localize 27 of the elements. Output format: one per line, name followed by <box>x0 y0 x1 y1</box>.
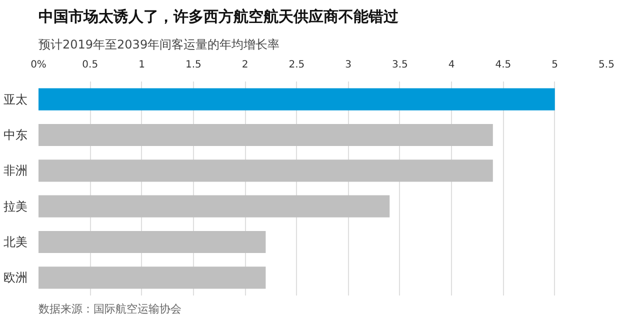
x-tick-label: 4.5 <box>495 60 512 70</box>
chart-title: 中国市场太诱人了，许多西方航空航天供应商不能错过 <box>38 8 400 26</box>
source-note: 数据来源：国际航空运输协会 <box>38 302 182 316</box>
y-tick-label: 亚太 <box>4 92 28 106</box>
x-tick-label: 0.5 <box>82 60 98 70</box>
bar <box>38 88 555 110</box>
x-tick-label: 1.5 <box>185 60 202 70</box>
bar <box>38 124 493 146</box>
x-tick-label: 1 <box>138 60 145 70</box>
x-tick-label: 5 <box>552 60 558 70</box>
x-tick-label: 3.5 <box>392 60 408 70</box>
x-tick-label: 2.5 <box>288 60 305 70</box>
x-tick-label: 3 <box>345 60 352 70</box>
y-tick-label: 欧洲 <box>4 270 28 285</box>
chart-subtitle: 预计2019年至2039年间客运量的年均增长率 <box>38 38 280 52</box>
x-tick-label: 5.5 <box>598 60 614 70</box>
bar <box>38 230 266 254</box>
x-tick-label: 0% <box>30 60 46 70</box>
y-tick-label: 中东 <box>4 128 28 142</box>
y-tick-label: 拉美 <box>4 199 28 214</box>
x-tick-label: 4 <box>448 60 455 70</box>
bar <box>38 195 390 218</box>
y-tick-label: 北美 <box>4 235 28 249</box>
x-tick-label: 2 <box>242 60 248 70</box>
bar <box>38 160 493 182</box>
y-tick-label: 非洲 <box>4 164 28 178</box>
bar <box>38 266 266 289</box>
